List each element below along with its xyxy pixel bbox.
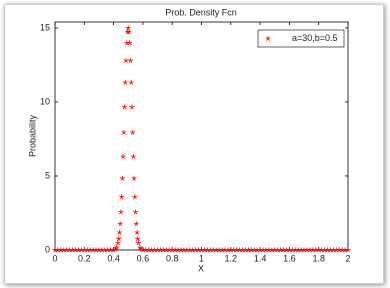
x-tick-label: 2 [345,253,350,263]
point [119,194,125,200]
x-tick-label: 1 [199,253,204,263]
point [131,175,137,181]
point [135,236,141,242]
point [117,221,123,227]
chart-title: Prob. Density Fcn [165,7,237,17]
x-axis-label: X [198,263,204,273]
legend-box [257,29,345,48]
y-tick-label: 5 [45,170,50,180]
point [113,245,120,250]
point [127,57,134,63]
point [116,229,123,235]
legend-marker [265,35,271,41]
x-tick-label: 1.8 [312,253,325,263]
point [121,129,127,135]
x-tick-label: 0.2 [78,253,91,263]
y-tick-label: 10 [40,96,50,106]
point [129,104,135,110]
point [135,240,142,246]
x-tick-label: 0.6 [137,253,150,263]
point [115,240,121,246]
y-tick-label: 0 [45,244,50,254]
point [119,175,125,181]
plot-area [54,21,349,251]
point [128,79,134,85]
y-tick-label: 15 [40,22,50,32]
x-tick-label: 1.6 [283,253,296,263]
legend-label: a=30,b=0.5 [292,33,338,43]
x-tick-label: 0.4 [107,253,120,263]
point [127,40,133,46]
y-axis-label: Probability [27,114,37,157]
x-tick-label: 0.8 [166,253,179,263]
x-tick-label: 1.2 [225,253,238,263]
point [122,79,128,85]
point [126,29,132,35]
point [133,221,139,227]
point [116,236,122,242]
x-tick-label: 0 [52,253,57,263]
point [120,153,126,159]
point [134,229,140,235]
point [123,57,129,63]
point [132,209,139,215]
point [132,194,138,200]
point [125,25,131,31]
point [112,246,118,252]
point [130,153,136,159]
point [118,209,124,215]
point [345,247,351,253]
point [121,104,128,110]
point [130,129,136,135]
x-tick-label: 1.4 [254,253,267,263]
